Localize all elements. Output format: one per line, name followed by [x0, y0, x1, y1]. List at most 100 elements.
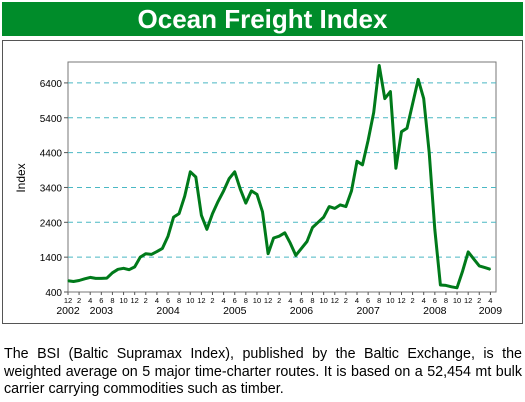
x-tick-label: 12 [264, 296, 272, 305]
data-point [406, 127, 408, 129]
data-point [484, 267, 486, 269]
data-point [156, 250, 158, 253]
data-point [345, 206, 347, 208]
data-point [72, 280, 75, 283]
data-point [189, 171, 191, 173]
data-point [289, 242, 291, 244]
year-labels: 2002 2003 2004 2005 2006 2007 2008 2009 [56, 305, 502, 317]
data-point [267, 253, 269, 255]
data-point [489, 268, 491, 270]
data-point [178, 212, 180, 215]
x-tick-label: 2 [77, 296, 81, 305]
data-point [306, 240, 308, 243]
x-tick-label: 2 [210, 296, 214, 305]
x-tick-label: 12 [397, 296, 405, 305]
data-point [273, 237, 275, 239]
y-tick-label: 1400 [40, 253, 63, 264]
x-tick-label: 8 [444, 296, 448, 305]
data-point [295, 254, 297, 257]
data-point [167, 235, 169, 237]
data-point [78, 279, 80, 282]
data-point [217, 200, 219, 202]
x-tick-label: 10 [186, 296, 194, 305]
x-tick-label: 4 [355, 296, 359, 305]
x-tick-label: 10 [253, 296, 261, 305]
data-point [195, 176, 197, 178]
data-point [284, 232, 286, 234]
data-point [256, 193, 258, 196]
data-point [206, 228, 208, 230]
data-point [150, 253, 152, 255]
y-tick-label: 4400 [40, 149, 63, 160]
x-tick-label: 10 [319, 296, 327, 305]
data-point [134, 266, 136, 268]
page-title: Ocean Freight Index [137, 3, 388, 34]
x-tick-label: 12 [331, 296, 339, 305]
data-point [334, 207, 336, 209]
x-tick-label: 8 [377, 296, 381, 305]
x-tick-label: 2 [410, 296, 414, 305]
data-points [67, 64, 491, 289]
x-tick-label: 4 [422, 296, 426, 305]
data-point [373, 111, 375, 114]
data-point [400, 131, 403, 133]
data-point [311, 226, 314, 229]
x-tick-label: 8 [110, 296, 114, 305]
y-tick-label: 2400 [40, 218, 63, 229]
data-point [300, 247, 303, 250]
year-label: 2008 [423, 305, 447, 317]
x-tick-label: 4 [155, 296, 159, 305]
x-tick-label: 2 [477, 296, 481, 305]
data-point [161, 247, 164, 250]
data-point [417, 78, 419, 81]
data-point [439, 284, 441, 286]
x-tick-label: 12 [197, 296, 205, 305]
data-point [228, 178, 230, 180]
data-point [317, 221, 319, 223]
data-point [139, 256, 141, 258]
x-tick-label: 8 [310, 296, 314, 305]
data-point [328, 206, 330, 208]
x-tick-label: 6 [366, 296, 370, 305]
x-tick-label: 6 [99, 296, 103, 305]
data-point [95, 277, 97, 280]
data-point [445, 284, 447, 286]
data-point [184, 195, 186, 197]
x-tick-label: 6 [233, 296, 237, 305]
title-banner: Ocean Freight Index [2, 2, 523, 36]
data-point [423, 97, 425, 100]
year-label: 2003 [90, 305, 114, 317]
x-tick-label: 10 [119, 296, 127, 305]
data-point [378, 64, 380, 67]
x-tick-label: 4 [222, 296, 226, 305]
x-tick-label: 2 [144, 296, 148, 305]
x-tick-label: 4 [88, 296, 92, 305]
data-point [67, 280, 69, 282]
x-tick-label: 4 [288, 296, 292, 305]
data-point [473, 258, 475, 260]
x-tick-label: 2 [277, 296, 281, 305]
data-point [111, 272, 114, 274]
data-point [172, 216, 175, 218]
year-label: 2009 [479, 305, 503, 317]
data-point [350, 190, 353, 192]
x-tick-label: 8 [244, 296, 248, 305]
x-tick-label: 8 [177, 296, 181, 305]
data-point [117, 268, 119, 270]
x-tick-label: 12 [64, 296, 72, 305]
x-tick-label: 10 [453, 296, 461, 305]
x-tick-label: 6 [299, 296, 303, 305]
data-point [145, 253, 147, 255]
y-tick-label: 6400 [40, 79, 63, 90]
x-tick-label: 12 [464, 296, 472, 305]
y-axis-ticks: 400 1400 2400 3400 4400 5400 6400 [40, 79, 68, 299]
year-label: 2004 [156, 305, 180, 317]
data-point [411, 103, 414, 105]
data-point [389, 91, 391, 93]
year-label: 2006 [290, 305, 314, 317]
data-point [367, 139, 369, 142]
y-tick-label: 400 [45, 288, 62, 299]
x-tick-label: 12 [131, 296, 139, 305]
data-point [434, 228, 436, 230]
data-point [128, 269, 130, 271]
